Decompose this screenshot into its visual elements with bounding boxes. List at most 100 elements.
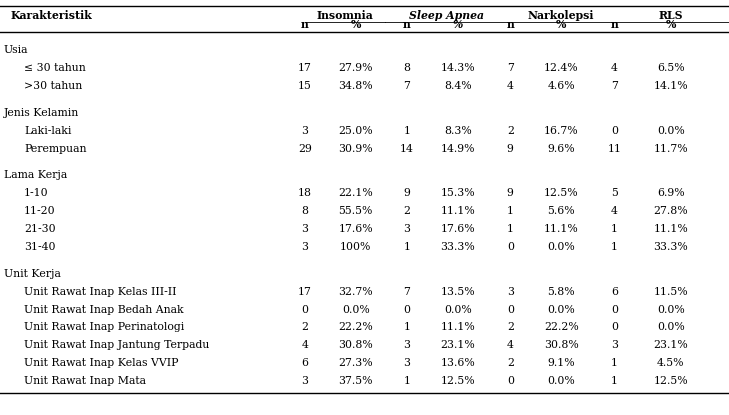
Text: 0.0%: 0.0% xyxy=(547,305,575,315)
Text: 13.5%: 13.5% xyxy=(440,287,475,297)
Text: 3: 3 xyxy=(301,376,308,386)
Text: 1: 1 xyxy=(611,358,618,368)
Text: 17: 17 xyxy=(297,63,312,73)
Text: 30.8%: 30.8% xyxy=(544,340,579,350)
Text: 3: 3 xyxy=(611,340,618,350)
Text: 1: 1 xyxy=(611,224,618,234)
Text: 9: 9 xyxy=(507,144,514,154)
Text: 55.5%: 55.5% xyxy=(338,206,373,216)
Text: Unit Rawat Inap Bedah Anak: Unit Rawat Inap Bedah Anak xyxy=(24,305,184,315)
Text: 14.1%: 14.1% xyxy=(653,81,688,91)
Text: 0: 0 xyxy=(611,126,618,136)
Text: 17.6%: 17.6% xyxy=(338,224,373,234)
Text: 11.5%: 11.5% xyxy=(653,287,688,297)
Text: 9: 9 xyxy=(507,188,514,198)
Text: 100%: 100% xyxy=(340,242,372,252)
Text: 0: 0 xyxy=(507,305,514,315)
Text: 27.8%: 27.8% xyxy=(653,206,688,216)
Text: 4: 4 xyxy=(301,340,308,350)
Text: >30 tahun: >30 tahun xyxy=(24,81,82,91)
Text: 13.6%: 13.6% xyxy=(440,358,475,368)
Text: Laki-laki: Laki-laki xyxy=(24,126,71,136)
Text: n: n xyxy=(611,20,618,30)
Text: 0.0%: 0.0% xyxy=(657,305,685,315)
Text: 5.6%: 5.6% xyxy=(547,206,575,216)
Text: 8: 8 xyxy=(301,206,308,216)
Text: 27.3%: 27.3% xyxy=(338,358,373,368)
Text: 3: 3 xyxy=(507,287,514,297)
Text: 3: 3 xyxy=(403,224,410,234)
Text: Unit Rawat Inap Mata: Unit Rawat Inap Mata xyxy=(24,376,146,386)
Text: 21-30: 21-30 xyxy=(24,224,55,234)
Text: 0.0%: 0.0% xyxy=(657,322,685,332)
Text: 6: 6 xyxy=(301,358,308,368)
Text: 33.3%: 33.3% xyxy=(653,242,688,252)
Text: %: % xyxy=(666,20,676,30)
Text: 11: 11 xyxy=(607,144,622,154)
Text: 0.0%: 0.0% xyxy=(547,376,575,386)
Text: n: n xyxy=(301,20,308,30)
Text: 7: 7 xyxy=(403,81,410,91)
Text: 4.5%: 4.5% xyxy=(657,358,685,368)
Text: 34.8%: 34.8% xyxy=(338,81,373,91)
Text: 4: 4 xyxy=(611,63,618,73)
Text: 15.3%: 15.3% xyxy=(440,188,475,198)
Text: 12.5%: 12.5% xyxy=(653,376,688,386)
Text: 27.9%: 27.9% xyxy=(338,63,373,73)
Text: 0.0%: 0.0% xyxy=(444,305,472,315)
Text: 1: 1 xyxy=(507,206,514,216)
Text: 25.0%: 25.0% xyxy=(338,126,373,136)
Text: Narkolepsi: Narkolepsi xyxy=(527,10,594,21)
Text: Perempuan: Perempuan xyxy=(24,144,87,154)
Text: ≤ 30 tahun: ≤ 30 tahun xyxy=(24,63,86,73)
Text: 22.1%: 22.1% xyxy=(338,188,373,198)
Text: Unit Rawat Inap Kelas III-II: Unit Rawat Inap Kelas III-II xyxy=(24,287,176,297)
Text: 11.1%: 11.1% xyxy=(544,224,579,234)
Text: 5: 5 xyxy=(611,188,618,198)
Text: 22.2%: 22.2% xyxy=(544,322,579,332)
Text: 6.5%: 6.5% xyxy=(657,63,685,73)
Text: RLS: RLS xyxy=(658,10,683,21)
Text: 1: 1 xyxy=(403,242,410,252)
Text: 8: 8 xyxy=(403,63,410,73)
Text: 9.1%: 9.1% xyxy=(547,358,575,368)
Text: Usia: Usia xyxy=(4,45,28,55)
Text: Jenis Kelamin: Jenis Kelamin xyxy=(4,108,79,118)
Text: 4: 4 xyxy=(611,206,618,216)
Text: 0: 0 xyxy=(301,305,308,315)
Text: 14.9%: 14.9% xyxy=(440,144,475,154)
Text: 11.1%: 11.1% xyxy=(653,224,688,234)
Text: 3: 3 xyxy=(301,224,308,234)
Text: 11.7%: 11.7% xyxy=(653,144,688,154)
Text: 8.3%: 8.3% xyxy=(444,126,472,136)
Text: %: % xyxy=(351,20,361,30)
Text: 7: 7 xyxy=(507,63,514,73)
Text: 2: 2 xyxy=(403,206,410,216)
Text: 12.4%: 12.4% xyxy=(544,63,579,73)
Text: 16.7%: 16.7% xyxy=(544,126,579,136)
Text: 37.5%: 37.5% xyxy=(338,376,373,386)
Text: 2: 2 xyxy=(301,322,308,332)
Text: 2: 2 xyxy=(507,322,514,332)
Text: 29: 29 xyxy=(297,144,312,154)
Text: Unit Kerja: Unit Kerja xyxy=(4,269,61,279)
Text: 9.6%: 9.6% xyxy=(547,144,575,154)
Text: 0: 0 xyxy=(507,242,514,252)
Text: 0.0%: 0.0% xyxy=(547,242,575,252)
Text: 1: 1 xyxy=(507,224,514,234)
Text: 8.4%: 8.4% xyxy=(444,81,472,91)
Text: 0: 0 xyxy=(611,322,618,332)
Text: 3: 3 xyxy=(301,242,308,252)
Text: 23.1%: 23.1% xyxy=(440,340,475,350)
Text: 12.5%: 12.5% xyxy=(544,188,579,198)
Text: 22.2%: 22.2% xyxy=(338,322,373,332)
Text: 7: 7 xyxy=(611,81,618,91)
Text: 6: 6 xyxy=(611,287,618,297)
Text: 30.8%: 30.8% xyxy=(338,340,373,350)
Text: 33.3%: 33.3% xyxy=(440,242,475,252)
Text: 4: 4 xyxy=(507,81,514,91)
Text: 0.0%: 0.0% xyxy=(657,126,685,136)
Text: 3: 3 xyxy=(301,126,308,136)
Text: 2: 2 xyxy=(507,358,514,368)
Text: 3: 3 xyxy=(403,358,410,368)
